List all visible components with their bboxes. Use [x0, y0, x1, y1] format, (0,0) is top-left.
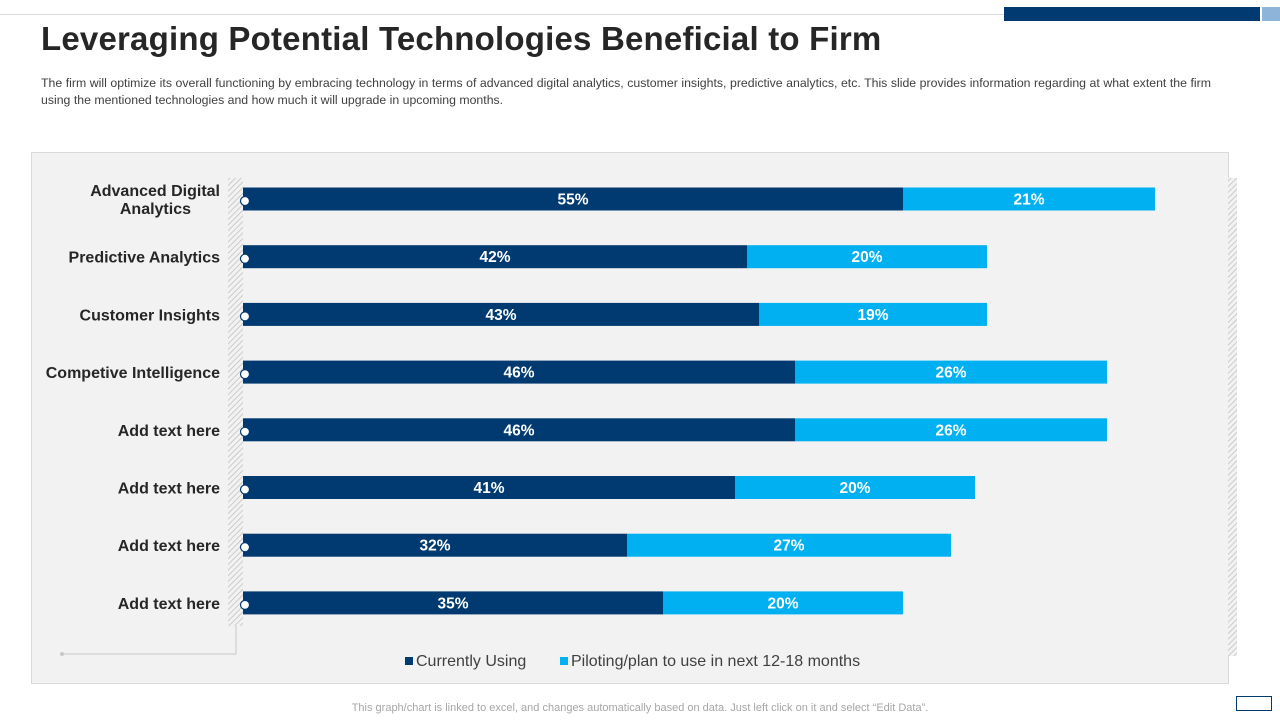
data-label: 20%	[851, 249, 882, 266]
data-label: 27%	[773, 538, 804, 555]
data-label: 42%	[479, 249, 510, 266]
data-label: 20%	[767, 595, 798, 612]
data-label: 21%	[1013, 192, 1044, 209]
bar-currently-using[interactable]	[243, 418, 795, 442]
axis-marker-dot	[239, 484, 251, 495]
data-label: 41%	[473, 480, 504, 497]
axis-marker-dot	[239, 542, 251, 553]
top-rule	[0, 14, 1004, 15]
category-label: Predictive Analytics	[69, 250, 221, 267]
chart-footnote: This graph/chart is linked to excel, and…	[351, 702, 929, 714]
data-label: 55%	[557, 192, 588, 209]
right-hatch-strip	[1228, 178, 1237, 656]
axis-connector-dot	[60, 652, 64, 656]
axis-marker-dot	[239, 599, 251, 611]
legend-label-piloting: Piloting/plan to use in next 12-18 month…	[571, 653, 860, 670]
legend-swatch-currently-using	[405, 657, 413, 665]
data-label: 19%	[857, 307, 888, 324]
bar-currently-using[interactable]	[243, 360, 795, 384]
bar-currently-using[interactable]	[243, 187, 903, 211]
data-label: 46%	[503, 365, 534, 382]
bar-piloting[interactable]	[903, 187, 1155, 211]
slide-description: The firm will optimize its overall funct…	[41, 76, 1211, 107]
bar-currently-using[interactable]	[243, 476, 735, 499]
axis-marker-dot	[239, 426, 251, 437]
bar-piloting[interactable]	[747, 245, 987, 269]
data-label: 35%	[437, 595, 468, 612]
slide-title: Leveraging Potential Technologies Benefi…	[41, 20, 882, 57]
legend-label-currently-using: Currently Using	[416, 653, 526, 670]
header-accent-bar	[1004, 7, 1260, 21]
header-accent-bar-light	[1262, 7, 1280, 21]
category-label: Customer Insights	[80, 307, 221, 324]
axis-marker-dot	[239, 253, 251, 264]
data-label: 43%	[485, 307, 516, 324]
axis-hatch-strip	[228, 178, 243, 626]
data-label: 20%	[839, 480, 870, 497]
category-label: Add text here	[118, 596, 220, 613]
bar-piloting[interactable]	[663, 591, 903, 615]
category-label: Add text here	[118, 423, 220, 440]
data-label: 26%	[935, 365, 966, 382]
legend-swatch-piloting	[560, 657, 568, 665]
bar-piloting[interactable]	[735, 476, 975, 499]
bar-piloting[interactable]	[627, 533, 951, 557]
category-label: Advanced Digital Analytics	[90, 183, 220, 218]
axis-marker-dot	[239, 311, 251, 322]
bar-currently-using[interactable]	[243, 533, 627, 557]
chart-legend: Currently Using Piloting/plan to use in …	[405, 653, 860, 670]
data-label: 32%	[419, 538, 450, 555]
category-label: Add text here	[118, 538, 220, 555]
data-label: 46%	[503, 422, 534, 439]
bar-currently-using[interactable]	[243, 591, 663, 615]
axis-marker-dot	[239, 195, 251, 207]
axis-marker-dot	[239, 369, 251, 380]
category-label: Add text here	[118, 481, 220, 498]
bar-piloting[interactable]	[795, 360, 1107, 384]
bar-currently-using[interactable]	[243, 302, 759, 326]
axis-connector-line	[62, 626, 237, 655]
bar-piloting[interactable]	[795, 418, 1107, 442]
bar-currently-using[interactable]	[243, 245, 747, 269]
corner-frame	[1236, 696, 1272, 711]
bar-piloting[interactable]	[759, 302, 987, 326]
data-label: 26%	[935, 422, 966, 439]
category-label: Competive Intelligence	[46, 365, 220, 382]
